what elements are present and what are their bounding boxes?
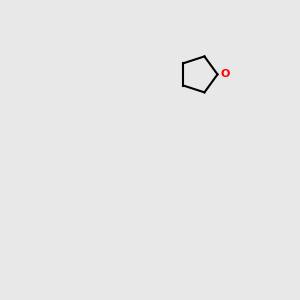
Text: O: O (220, 69, 230, 80)
